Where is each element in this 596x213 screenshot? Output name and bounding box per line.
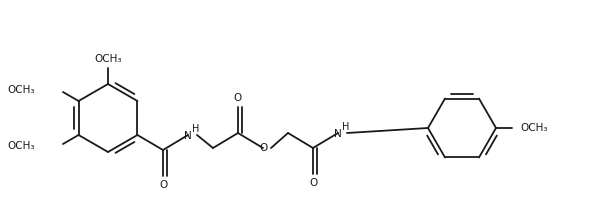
Text: O: O xyxy=(159,180,167,190)
Text: N: N xyxy=(184,131,192,141)
Text: H: H xyxy=(342,122,349,132)
Text: OCH₃: OCH₃ xyxy=(8,141,35,151)
Text: N: N xyxy=(334,129,342,139)
Text: H: H xyxy=(192,124,200,134)
Text: O: O xyxy=(234,93,242,103)
Text: OCH₃: OCH₃ xyxy=(94,54,122,64)
Text: OCH₃: OCH₃ xyxy=(520,123,548,133)
Text: O: O xyxy=(259,143,267,153)
Text: OCH₃: OCH₃ xyxy=(8,85,35,95)
Text: O: O xyxy=(309,178,317,188)
